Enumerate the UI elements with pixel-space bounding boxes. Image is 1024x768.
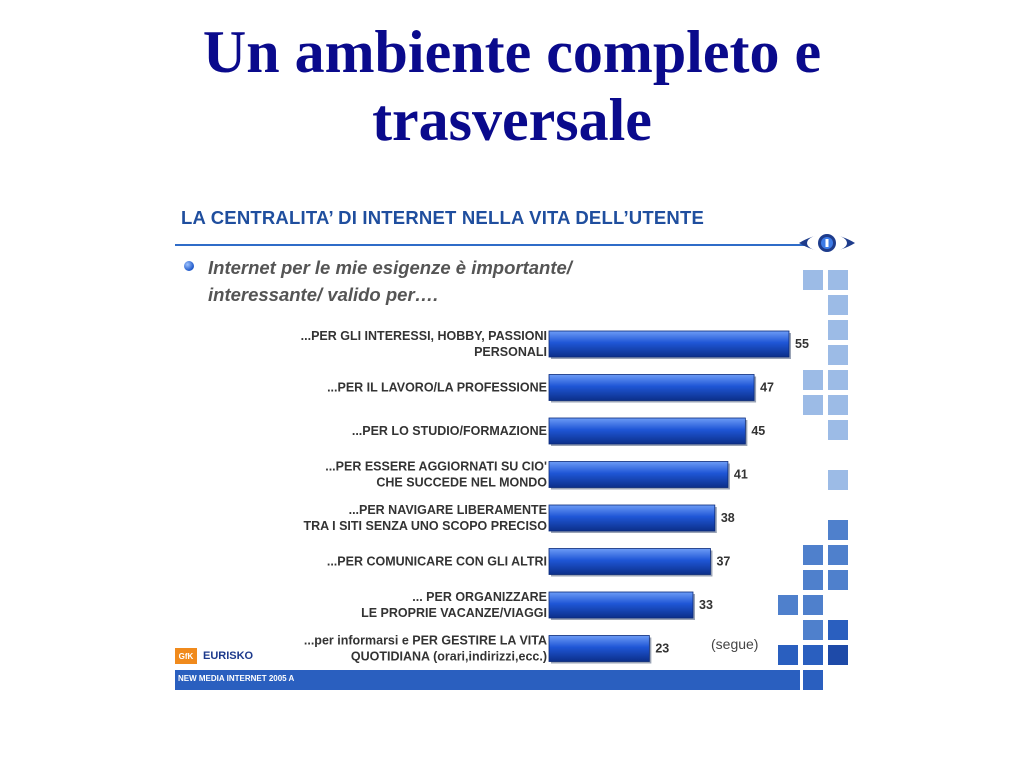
chart-heading: LA CENTRALITA’ DI INTERNET NELLA VITA DE… [181,207,704,228]
decorative-square [778,595,798,615]
chart-subtitle-line-2: interessante/ valido per…. [208,284,439,305]
bar-value-label: 45 [751,424,765,438]
bar-value-label: 41 [734,468,748,482]
category-label: ...per informarsi e PER GESTIRE LA VITA [304,634,547,648]
decorative-square [828,395,848,415]
category-label: ...PER GLI INTERESSI, HOBBY, PASSIONI [301,329,547,343]
decorative-square [778,645,798,665]
brand: GfK EURISKO [175,648,253,664]
gfk-logo: GfK [175,648,197,664]
footer-bar: NEW MEDIA INTERNET 2005 A [175,670,800,690]
decorative-square [828,420,848,440]
bar-value-label: 23 [655,642,669,656]
decorative-square [828,270,848,290]
bar [548,548,711,575]
slide-title-line-1: Un ambiente completo e [202,19,822,85]
decorative-square [803,670,823,690]
category-label: ...PER IL LAVORO/LA PROFESSIONE [327,381,547,395]
chart-subtitle: Internet per le mie esigenze è important… [208,254,572,308]
decorative-square [828,320,848,340]
decorative-square [803,620,823,640]
decorative-square [828,620,848,640]
decorative-square [803,370,823,390]
continued-note: (segue) [711,636,759,652]
category-label: ...PER NAVIGARE LIBERAMENTE [349,503,547,517]
slide-title-line-2: trasversale [372,87,652,153]
heading-rule [175,244,815,246]
decorative-square [803,545,823,565]
bar [548,374,755,401]
category-label: QUOTIDIANA (orari,indirizzi,ecc.) [351,650,547,664]
bar [548,591,694,619]
bar-value-label: 38 [721,511,735,525]
bar [548,330,790,358]
decorative-square [828,295,848,315]
category-label: ...PER COMUNICARE CON GLI ALTRI [327,555,547,569]
decorative-square [828,520,848,540]
category-label: ...PER LO STUDIO/FORMAZIONE [352,424,547,438]
category-label: PERSONALI [474,345,547,359]
category-label: ... PER ORGANIZZARE [412,590,547,604]
bullet-icon [184,261,194,271]
bar-value-label: 37 [716,555,730,569]
chart-subtitle-line-1: Internet per le mie esigenze è important… [208,257,572,278]
decorative-square [803,395,823,415]
eurisko-logo: EURISKO [203,650,254,662]
bar-value-label: 55 [795,337,809,351]
decorative-square [803,570,823,590]
eye-logo-icon [799,234,855,252]
footer-text: NEW MEDIA INTERNET 2005 A [178,674,295,683]
decorative-square [828,470,848,490]
bar [548,504,716,532]
decorative-square [828,345,848,365]
decorative-square [828,545,848,565]
category-label: LE PROPRIE VACANZE/VIAGGI [361,606,547,620]
bar [548,417,746,445]
bar-value-label: 47 [760,381,774,395]
bar [548,635,650,662]
chart-panel: LA CENTRALITA’ DI INTERNET NELLA VITA DE… [175,200,855,690]
bar-value-label: 33 [699,598,713,612]
category-label: TRA I SITI SENZA UNO SCOPO PRECISO [303,519,547,533]
category-label: CHE SUCCEDE NEL MONDO [376,476,547,490]
bar-chart: 55 ...PER GLI INTERESSI, HOBBY, PASSIONI P… [301,329,809,664]
decorative-square [803,595,823,615]
decorative-square [828,370,848,390]
decorative-square [803,645,823,665]
decorative-square [828,570,848,590]
slide-title: Un ambiente completo e trasversale [0,18,1024,154]
decorative-square [803,270,823,290]
bar [548,461,729,488]
decorative-squares [778,270,848,690]
decorative-square [828,645,848,665]
category-label: ...PER ESSERE AGGIORNATI SU CIO' [325,460,547,474]
